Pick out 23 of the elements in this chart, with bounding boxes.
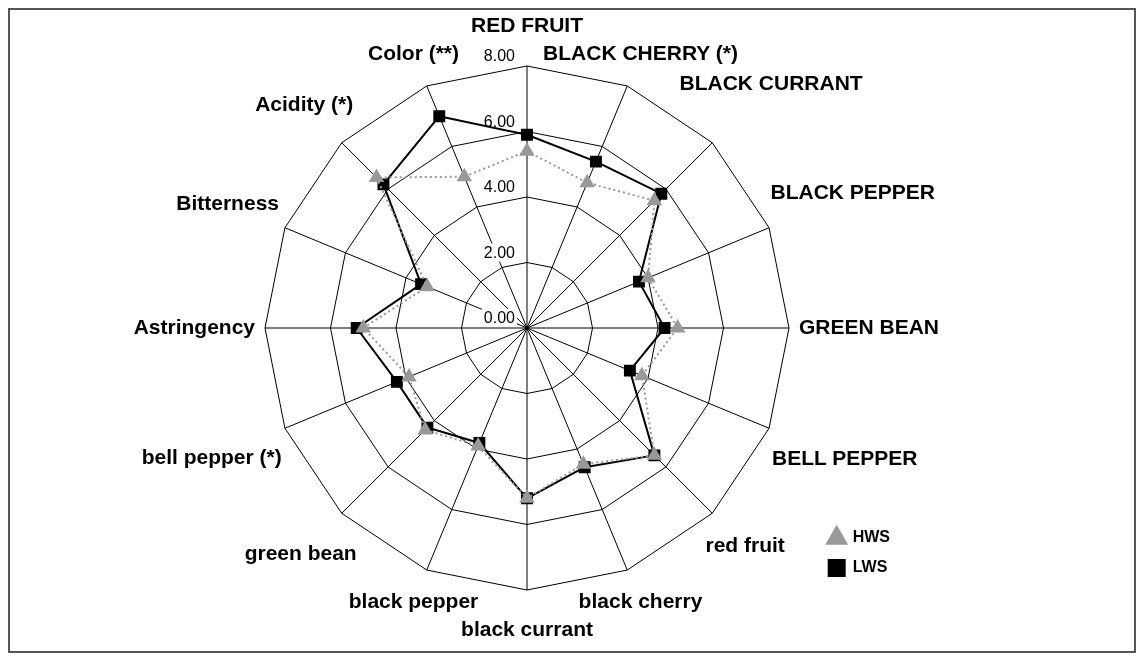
y-tick-label: 2.00 bbox=[483, 243, 516, 261]
spoke-label: BELL PEPPER bbox=[772, 446, 918, 470]
y-tick-label: 0.00 bbox=[483, 309, 516, 327]
spoke-label: Astringency bbox=[133, 314, 256, 338]
y-tick-label: 6.00 bbox=[483, 112, 516, 130]
spoke-label: Color (**) bbox=[368, 40, 460, 64]
spoke-label: black pepper bbox=[348, 588, 479, 612]
spoke-label: green bean bbox=[244, 541, 357, 565]
spoke-label: BLACK CURRANT bbox=[679, 70, 863, 94]
spoke-label: bell pepper (*) bbox=[141, 445, 282, 469]
spoke-label: Acidity (*) bbox=[255, 91, 354, 115]
legend-label: LWS bbox=[852, 558, 888, 576]
spoke-label: BLACK PEPPER bbox=[770, 179, 936, 203]
spoke-label: black currant bbox=[461, 616, 593, 640]
legend-label: HWS bbox=[852, 528, 891, 546]
y-tick-label: 4.00 bbox=[483, 178, 516, 196]
spoke-label: black cherry bbox=[578, 588, 703, 612]
spoke-label: red fruit bbox=[705, 532, 785, 556]
spoke-label: BLACK CHERRY (*) bbox=[543, 40, 738, 64]
y-tick-label: 8.00 bbox=[483, 47, 516, 65]
spoke-label: GREEN BEAN bbox=[798, 314, 940, 338]
spoke-label: RED FRUIT bbox=[471, 12, 584, 36]
spoke-label: Bitterness bbox=[176, 190, 279, 214]
